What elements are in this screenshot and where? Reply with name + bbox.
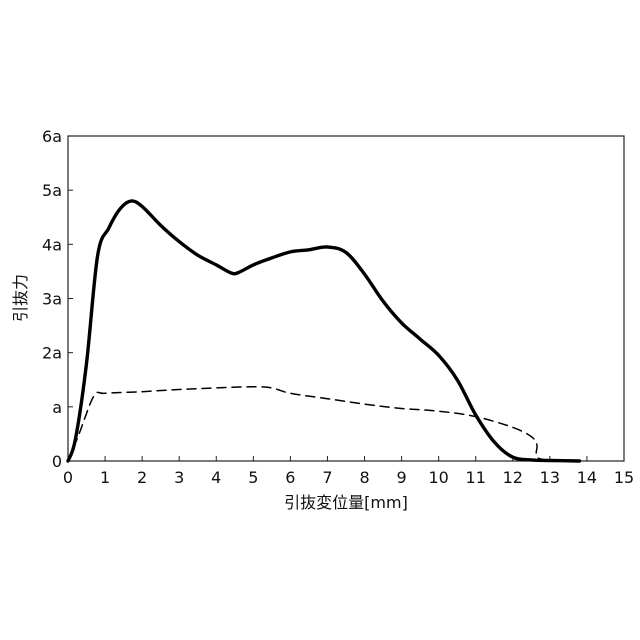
x-tick-label: 1	[100, 468, 110, 487]
x-tick-label: 3	[174, 468, 184, 487]
dashed-series-line	[68, 387, 568, 461]
x-tick-label: 5	[248, 468, 258, 487]
x-tick-label: 2	[137, 468, 147, 487]
y-tick-label: 2a	[42, 344, 62, 363]
solid-series-line	[68, 201, 580, 461]
y-tick-label: 5a	[42, 181, 62, 200]
x-tick-label: 7	[322, 468, 332, 487]
y-axis-label: 引抜力	[11, 274, 30, 322]
x-tick-label: 0	[63, 468, 73, 487]
y-tick-label: a	[52, 398, 62, 417]
x-tick-label: 14	[577, 468, 597, 487]
y-tick-label: 6a	[42, 127, 62, 146]
y-tick-label: 3a	[42, 290, 62, 309]
x-tick-label: 8	[359, 468, 369, 487]
x-tick-label: 6	[285, 468, 295, 487]
x-tick-label: 10	[428, 468, 448, 487]
plot-frame	[68, 136, 624, 461]
x-tick-label: 15	[614, 468, 634, 487]
x-tick-label: 4	[211, 468, 221, 487]
y-tick-label: 0	[52, 452, 62, 471]
x-tick-label: 9	[397, 468, 407, 487]
x-tick-label: 13	[540, 468, 560, 487]
x-tick-label: 12	[503, 468, 523, 487]
y-tick-label: 4a	[42, 235, 62, 254]
x-axis-label: 引抜変位量[mm]	[284, 493, 408, 512]
x-tick-label: 11	[466, 468, 486, 487]
series-layer	[68, 201, 580, 461]
